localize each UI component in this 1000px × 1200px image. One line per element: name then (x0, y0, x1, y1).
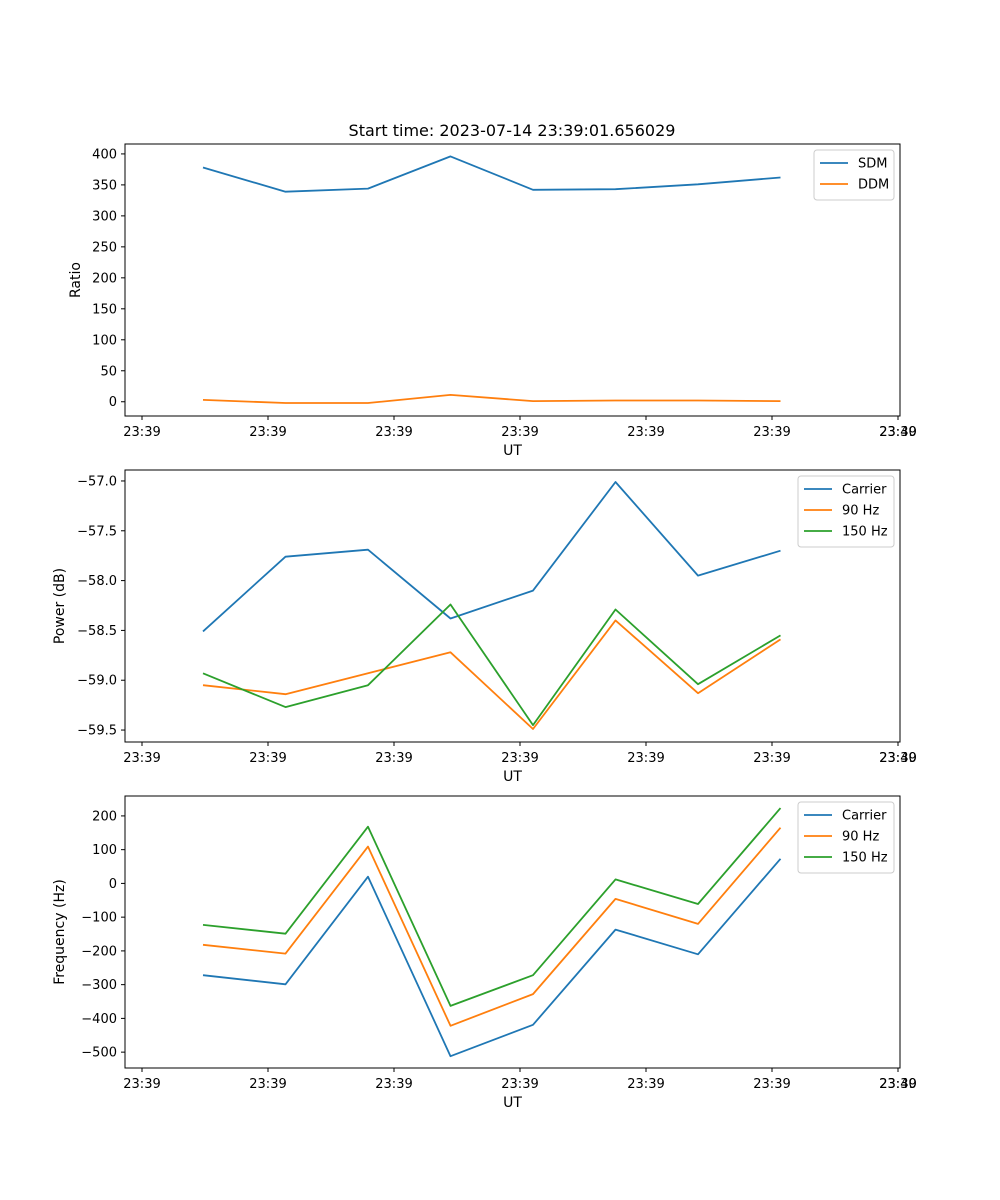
frequency-y-tick-label: −300 (81, 978, 117, 993)
frequency-y-tick-label: −200 (81, 944, 117, 959)
ratio-x-tick-label: 23:39 (123, 425, 160, 440)
power-x-tick-label: 23:39 (123, 751, 160, 766)
frequency-plot-frame (124, 795, 901, 1069)
power-y-tick-label: −58.5 (77, 624, 117, 639)
frequency-x-tick-label: 23:40 (879, 1077, 916, 1092)
ratio-y-tick-label: 0 (109, 395, 117, 410)
frequency-y-axis-label: Frequency (Hz) (52, 879, 68, 985)
power-x-tick-label: 23:39 (249, 751, 286, 766)
power-y-tick-label: −59.5 (77, 724, 117, 739)
ratio-legend-label: SDM (858, 157, 887, 172)
frequency-x-axis-label: UT (503, 1095, 522, 1111)
frequency-legend (797, 801, 895, 874)
power-x-tick-label: 23:39 (627, 751, 664, 766)
ratio-x-tick-label: 23:39 (375, 425, 412, 440)
power-y-tick-label: −57.0 (77, 474, 117, 489)
ratio-panel: 23:39 23:39 23:39 23:39 23:39 23:39 23:3923:40… (68, 143, 917, 459)
frequency-y-tick-label: −500 (81, 1046, 117, 1061)
ratio-x-axis-label: UT (503, 443, 522, 459)
frequency-x-tick-label: 23:39 (753, 1077, 790, 1092)
ratio-y-tick-label: 50 (100, 364, 117, 379)
frequency-y-tick-label: 0 (109, 877, 117, 892)
ratio-x-tick-label: 23:39 (879, 425, 916, 440)
power-plot-frame (124, 469, 901, 743)
power-y-tick-label: −59.0 (77, 674, 117, 689)
power-x-tick-label: 23:39 (375, 751, 412, 766)
frequency-x-tick-label: 23:39 (501, 1077, 538, 1092)
chart-title: Start time: 2023-07-14 23:39:01.656029 (349, 121, 676, 140)
power-series-150-hz-line (202, 603, 781, 726)
ratio-plot-frame (124, 143, 901, 417)
power-x-tick-label: 23:39 (753, 751, 790, 766)
frequency-panel: 23:39 23:39 23:39 23:39 23:39 23:39 23:3923:40… (52, 795, 917, 1111)
power-x-axis-label: UT (503, 769, 522, 785)
ratio-y-tick-label: 300 (92, 209, 117, 224)
ratio-series-ddm-line (202, 393, 781, 404)
frequency-legend-label: Carrier (842, 809, 887, 824)
ratio-y-tick-label: 350 (92, 178, 117, 193)
frequency-legend-label: 150 Hz (842, 851, 888, 866)
frequency-y-tick-label: −100 (81, 911, 117, 926)
power-x-tick-label: 23:40 (879, 751, 916, 766)
power-y-tick-label: −57.5 (77, 524, 117, 539)
frequency-series-90-hz-line (202, 827, 782, 1027)
ratio-y-tick-label: 200 (92, 271, 117, 286)
ratio-y-tick-label: 100 (92, 333, 117, 348)
power-legend-label: Carrier (842, 483, 887, 498)
frequency-x-tick-label: 23:39 (627, 1077, 664, 1092)
frequency-y-tick-label: −400 (81, 1012, 117, 1027)
frequency-series-carrier-line (202, 858, 782, 1058)
frequency-legend-label: 90 Hz (842, 830, 879, 845)
frequency-x-tick-label: 23:39 (249, 1077, 286, 1092)
power-y-axis-label: Power (dB) (52, 568, 68, 644)
power-series-carrier-line (202, 481, 781, 633)
frequency-series-150-hz-line (202, 807, 782, 1007)
ratio-y-axis-label: Ratio (68, 262, 84, 298)
ratio-legend-label: DDM (858, 178, 889, 193)
frequency-y-tick-label: 100 (92, 843, 117, 858)
frequency-y-tick-label: 200 (92, 809, 117, 824)
ratio-x-tick-label: 23:39 (627, 425, 664, 440)
power-legend-label: 90 Hz (842, 504, 879, 519)
power-legend (797, 475, 895, 548)
frequency-x-tick-label: 23:39 (375, 1077, 412, 1092)
frequency-x-tick-label: 23:39 (879, 1077, 916, 1092)
power-x-tick-label: 23:39 (501, 751, 538, 766)
ratio-x-tick-label: 23:40 (879, 425, 916, 440)
power-panel: 23:39 23:39 23:39 23:39 23:39 23:39 23:3923:40… (52, 469, 917, 785)
power-legend-label: 150 Hz (842, 525, 888, 540)
ratio-x-tick-label: 23:39 (501, 425, 538, 440)
ratio-y-tick-label: 400 (92, 147, 117, 162)
ratio-x-tick-label: 23:39 (753, 425, 790, 440)
ratio-y-tick-label: 150 (92, 302, 117, 317)
ratio-series-sdm-line (202, 155, 781, 193)
ratio-y-tick-label: 250 (92, 240, 117, 255)
ratio-x-tick-label: 23:39 (249, 425, 286, 440)
power-x-tick-label: 23:39 (879, 751, 916, 766)
power-series-90-hz-line (202, 619, 781, 730)
frequency-x-tick-label: 23:39 (123, 1077, 160, 1092)
power-y-tick-label: −58.0 (77, 574, 117, 589)
